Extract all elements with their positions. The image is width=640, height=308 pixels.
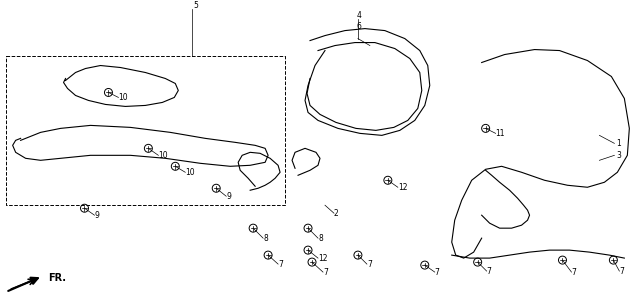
Text: 3: 3 (616, 151, 621, 160)
Text: 7: 7 (323, 268, 328, 277)
Text: 7: 7 (620, 267, 624, 276)
Text: 10: 10 (186, 168, 195, 177)
Text: 4: 4 (357, 11, 362, 20)
Text: 1: 1 (616, 139, 621, 148)
Text: 8: 8 (318, 234, 323, 243)
Text: 11: 11 (495, 129, 505, 138)
Text: 2: 2 (334, 209, 339, 218)
Text: 10: 10 (118, 93, 128, 102)
Text: 6: 6 (357, 22, 362, 31)
Text: 12: 12 (398, 183, 407, 192)
Text: 8: 8 (263, 234, 268, 243)
Text: 7: 7 (435, 268, 440, 277)
Text: 7: 7 (367, 260, 372, 269)
Text: 7: 7 (572, 268, 577, 277)
Text: 7: 7 (278, 260, 283, 269)
Text: 9: 9 (226, 192, 231, 201)
Text: FR.: FR. (49, 273, 67, 283)
Text: 5: 5 (193, 1, 198, 10)
Text: 9: 9 (95, 211, 99, 220)
Text: 10: 10 (158, 151, 168, 160)
Text: 12: 12 (318, 253, 328, 263)
Text: 7: 7 (486, 267, 492, 276)
